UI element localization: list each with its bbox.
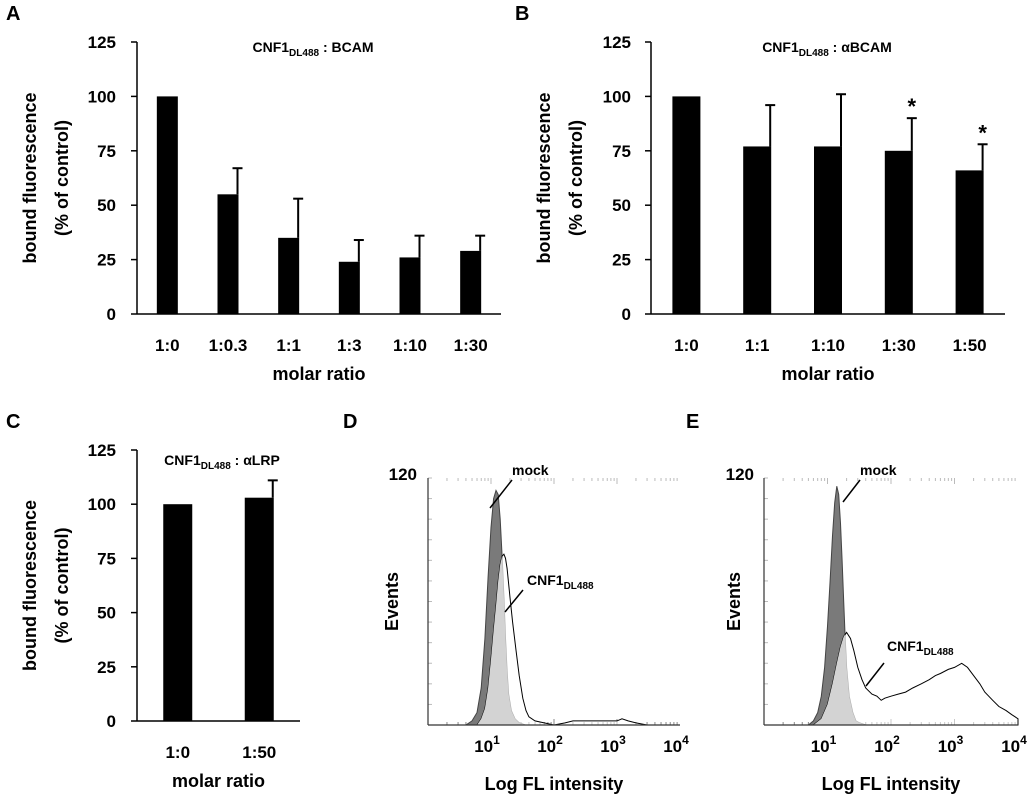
y-tick-label: 0 <box>622 305 631 324</box>
bar-c-1 <box>163 504 193 721</box>
panel-letter-a: A <box>6 3 20 25</box>
y-tick-label: 25 <box>612 251 631 270</box>
bar-a-2 <box>217 194 239 314</box>
chart-title: CNF1DL488 : αLRP <box>164 452 280 472</box>
histogram-cnf1-overlap-d <box>477 554 526 725</box>
y-tick-label: 25 <box>97 658 116 677</box>
bar-b-1 <box>672 96 701 315</box>
x-tick-label: 102 <box>537 733 563 756</box>
y-tick-label: 0 <box>107 712 116 731</box>
x-tick-label: 1:0.3 <box>209 336 248 355</box>
x-tick-label: 104 <box>1001 733 1027 756</box>
bar-b-4 <box>884 150 913 314</box>
y-axis-label: bound fluorescence <box>20 500 40 671</box>
bar-a-1 <box>156 96 178 315</box>
y-tick-label: 100 <box>603 87 631 106</box>
x-tick-label: 1:30 <box>882 336 916 355</box>
y-tick-label: 120 <box>389 465 417 484</box>
x-tick-label: 1:10 <box>811 336 845 355</box>
panel-c-bar-chart: 0 25 50 75 100 125 CNF1DL488 : αLRP 1:0 1:50 boun… <box>20 441 300 791</box>
annotation-cnf1: CNF1DL488 <box>527 572 594 592</box>
bar-a-5 <box>399 257 421 314</box>
bar-a-6 <box>460 250 482 314</box>
panel-e-histogram: 120 101 102 103 104 Log FL intensity Events moc… <box>724 462 1027 794</box>
y-axis-label: Events <box>724 572 744 631</box>
x-axis-label: molar ratio <box>781 364 874 384</box>
y-axis-label: Events <box>382 572 402 631</box>
x-tick-label: 1:1 <box>276 336 301 355</box>
annotation-mock-pointer <box>489 479 513 509</box>
annotation-mock: mock <box>512 462 549 478</box>
y-tick-label: 75 <box>97 549 116 568</box>
y-tick-label: 75 <box>612 142 631 161</box>
y-axis-label: bound fluorescence <box>20 92 40 263</box>
panel-letter-b: B <box>515 3 529 25</box>
annotation-cnf1-pointer <box>865 662 885 687</box>
y-tick-label: 125 <box>88 33 116 52</box>
x-tick-label: 1:10 <box>393 336 427 355</box>
x-tick-label: 101 <box>474 733 500 756</box>
x-axis-label: Log FL intensity <box>822 774 961 794</box>
panel-b-bar-chart: 0 25 50 75 100 125 CNF1DL488 : αBCAM 1:0 1:1 1:10… <box>534 33 1005 384</box>
chart-title: CNF1DL488 : BCAM <box>252 39 373 59</box>
bar-a-3 <box>278 237 300 314</box>
panel-letter-c: C <box>6 411 20 433</box>
panel-d-histogram: 120 101 102 103 104 Log FL intensity Events moc… <box>382 462 689 794</box>
y-tick-label: 50 <box>97 604 116 623</box>
panel-letter-d: D <box>343 411 357 433</box>
y-tick-label: 0 <box>107 305 116 324</box>
x-tick-label: 1:0 <box>155 336 180 355</box>
y-tick-label: 50 <box>97 196 116 215</box>
y-tick-label: 100 <box>88 495 116 514</box>
y-tick-label: 100 <box>88 87 116 106</box>
x-tick-label: 1:0 <box>674 336 699 355</box>
bar-b-3 <box>814 146 842 314</box>
y-tick-label: 25 <box>97 251 116 270</box>
x-axis-label: molar ratio <box>172 771 265 791</box>
y-axis-label-units: (% of control) <box>52 528 72 644</box>
significance-star: * <box>908 94 917 119</box>
bar-b-5 <box>955 170 984 314</box>
y-tick-label: 120 <box>726 465 754 484</box>
x-tick-label: 103 <box>600 733 626 756</box>
x-axis-label: Log FL intensity <box>485 774 624 794</box>
bar-a-4 <box>338 261 360 314</box>
annotation-mock-pointer <box>842 479 861 503</box>
y-tick-label: 125 <box>88 441 116 460</box>
x-tick-label: 1:1 <box>745 336 770 355</box>
x-tick-label: 103 <box>938 733 964 756</box>
y-tick-label: 50 <box>612 196 631 215</box>
panel-a-bar-chart: 0 25 50 75 100 125 CNF1DL488 : BCAM 1:0 1:0.3 1:1… <box>20 33 501 384</box>
x-tick-label: 102 <box>874 733 900 756</box>
significance-star: * <box>978 120 987 145</box>
bar-c-2 <box>244 497 274 721</box>
x-tick-label: 1:0 <box>165 743 190 762</box>
histogram-cnf1-outline-e <box>811 631 1019 726</box>
y-axis-label-units: (% of control) <box>566 120 586 236</box>
annotation-cnf1: CNF1DL488 <box>887 638 954 658</box>
annotation-mock: mock <box>860 462 897 478</box>
x-tick-label: 1:50 <box>242 743 276 762</box>
x-tick-label: 101 <box>811 733 837 756</box>
annotation-cnf1-pointer <box>504 589 524 613</box>
x-tick-label: 104 <box>663 733 689 756</box>
y-axis-label-units: (% of control) <box>52 120 72 236</box>
x-axis-label: molar ratio <box>272 364 365 384</box>
panel-letter-e: E <box>686 411 699 433</box>
chart-title: CNF1DL488 : αBCAM <box>762 39 892 59</box>
y-axis-label: bound fluorescence <box>534 92 554 263</box>
x-tick-label: 1:50 <box>953 336 987 355</box>
bar-b-2 <box>743 146 772 314</box>
y-tick-label: 75 <box>97 142 116 161</box>
y-tick-label: 125 <box>603 33 631 52</box>
x-tick-label: 1:3 <box>337 336 362 355</box>
x-tick-label: 1:30 <box>454 336 488 355</box>
